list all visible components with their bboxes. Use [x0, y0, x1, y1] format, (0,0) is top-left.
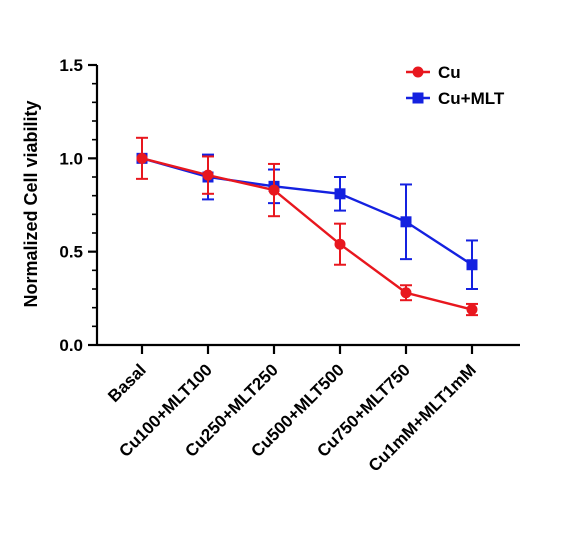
data-point — [466, 304, 478, 316]
x-tick-label: Basal — [104, 360, 150, 406]
legend-marker — [412, 92, 424, 104]
y-tick-label: 0.5 — [59, 243, 83, 262]
data-point — [400, 287, 412, 299]
series-cu — [136, 136, 478, 317]
series-line — [141, 157, 473, 266]
legend: Cu Cu+MLT — [406, 63, 505, 108]
series-line — [141, 157, 473, 311]
y-tick-label: 1.5 — [59, 56, 83, 75]
y-tick-label: 1.0 — [59, 149, 83, 168]
legend-item: Cu+MLT — [406, 89, 505, 108]
data-point — [268, 184, 280, 196]
y-axis-title: Normalized Cell viability — [21, 100, 41, 307]
legend-label: Cu+MLT — [438, 89, 505, 108]
y-tick-label: 0.0 — [59, 336, 83, 355]
data-point — [334, 238, 346, 250]
data-point — [202, 169, 214, 181]
legend-label: Cu — [438, 63, 461, 82]
series-layer — [136, 136, 478, 317]
data-point — [136, 152, 148, 164]
legend-marker — [412, 66, 424, 78]
data-point — [400, 216, 412, 228]
axes: 0.00.51.01.5BasalCu100+MLT100Cu250+MLT25… — [59, 56, 520, 475]
data-point — [334, 188, 346, 200]
data-point — [466, 259, 478, 271]
series-cu-mlt — [136, 152, 478, 290]
legend-item: Cu — [406, 63, 461, 82]
